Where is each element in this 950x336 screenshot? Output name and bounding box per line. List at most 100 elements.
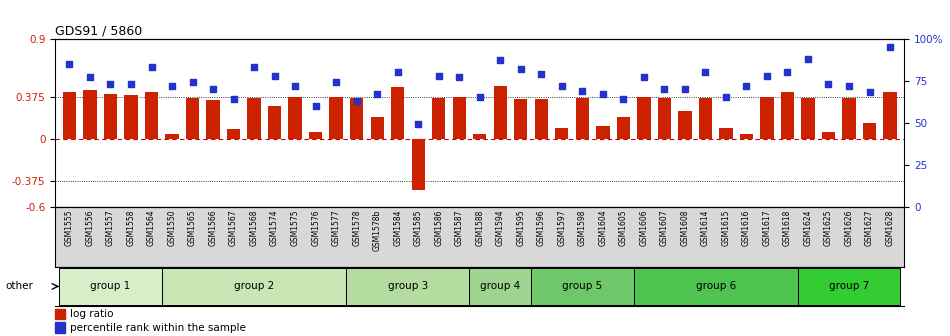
- Text: GSM1565: GSM1565: [188, 210, 197, 246]
- Point: [513, 66, 528, 72]
- Bar: [411, 139, 425, 190]
- Point: [842, 83, 857, 88]
- Bar: [597, 126, 610, 139]
- Bar: [699, 98, 712, 139]
- Point: [308, 103, 323, 109]
- Text: GSM1607: GSM1607: [660, 210, 669, 246]
- Text: percentile rank within the sample: percentile rank within the sample: [69, 323, 245, 333]
- Bar: [884, 92, 897, 139]
- Point: [370, 91, 385, 97]
- Bar: [469, 268, 531, 305]
- Bar: [55, 322, 66, 333]
- Bar: [801, 98, 815, 139]
- Point: [431, 73, 446, 78]
- Bar: [330, 97, 343, 139]
- Bar: [391, 87, 405, 139]
- Bar: [63, 92, 76, 139]
- Point: [83, 75, 98, 80]
- Point: [575, 88, 590, 93]
- Bar: [781, 92, 794, 139]
- Bar: [289, 97, 302, 139]
- Point: [390, 70, 406, 75]
- Text: GSM1574: GSM1574: [270, 210, 279, 246]
- Bar: [617, 117, 630, 139]
- Point: [185, 80, 200, 85]
- Bar: [309, 132, 322, 139]
- Text: GSM1594: GSM1594: [496, 210, 504, 246]
- Text: GSM1615: GSM1615: [721, 210, 731, 246]
- Bar: [206, 100, 219, 139]
- Bar: [843, 98, 856, 139]
- Bar: [576, 98, 589, 139]
- Point: [226, 96, 241, 102]
- Text: group 3: group 3: [388, 282, 428, 291]
- Text: other: other: [6, 282, 33, 291]
- Text: GSM1616: GSM1616: [742, 210, 750, 246]
- Text: GSM1578: GSM1578: [352, 210, 361, 246]
- Text: GSM1567: GSM1567: [229, 210, 238, 246]
- Bar: [370, 117, 384, 139]
- Bar: [473, 134, 486, 139]
- Text: GSM1575: GSM1575: [291, 210, 299, 246]
- Point: [883, 44, 898, 50]
- Bar: [347, 268, 469, 305]
- Text: GSM1558: GSM1558: [126, 210, 136, 246]
- Text: GSM1614: GSM1614: [701, 210, 710, 246]
- Bar: [165, 134, 179, 139]
- Text: GSM1585: GSM1585: [413, 210, 423, 246]
- Bar: [452, 97, 466, 139]
- Point: [103, 81, 118, 87]
- Text: GSM1568: GSM1568: [250, 210, 258, 246]
- Text: GSM1624: GSM1624: [804, 210, 812, 246]
- Point: [698, 70, 713, 75]
- Point: [205, 86, 220, 92]
- Text: group 7: group 7: [829, 282, 869, 291]
- Bar: [634, 268, 798, 305]
- Point: [472, 95, 487, 100]
- Text: GSM1588: GSM1588: [475, 210, 484, 246]
- Text: GSM1595: GSM1595: [516, 210, 525, 246]
- Bar: [863, 123, 876, 139]
- Point: [62, 61, 77, 67]
- Point: [636, 75, 652, 80]
- Bar: [227, 129, 240, 139]
- Bar: [104, 93, 117, 139]
- Point: [739, 83, 754, 88]
- Bar: [84, 90, 97, 139]
- Text: group 5: group 5: [562, 282, 602, 291]
- Bar: [531, 268, 634, 305]
- Text: group 1: group 1: [90, 282, 130, 291]
- Text: GSM1555: GSM1555: [65, 210, 74, 246]
- Point: [780, 70, 795, 75]
- Point: [862, 90, 877, 95]
- Point: [656, 86, 672, 92]
- Bar: [555, 128, 568, 139]
- Text: GSM1628: GSM1628: [885, 210, 895, 246]
- Bar: [657, 98, 671, 139]
- Text: GSM1587: GSM1587: [455, 210, 464, 246]
- Bar: [247, 98, 260, 139]
- Bar: [59, 268, 162, 305]
- Point: [759, 73, 774, 78]
- Text: GSM1626: GSM1626: [845, 210, 853, 246]
- Text: GSM1577: GSM1577: [332, 210, 341, 246]
- Bar: [760, 97, 773, 139]
- Bar: [637, 97, 651, 139]
- Text: GSM1608: GSM1608: [680, 210, 690, 246]
- Text: GSM1586: GSM1586: [434, 210, 444, 246]
- Bar: [740, 134, 753, 139]
- Text: GSM1596: GSM1596: [537, 210, 546, 246]
- Bar: [124, 95, 138, 139]
- Text: GSM1564: GSM1564: [147, 210, 156, 246]
- Point: [801, 56, 816, 61]
- Bar: [350, 98, 363, 139]
- Text: GSM1557: GSM1557: [106, 210, 115, 246]
- Bar: [144, 92, 159, 139]
- Bar: [432, 98, 446, 139]
- Text: GSM1556: GSM1556: [86, 210, 94, 246]
- Bar: [822, 132, 835, 139]
- Point: [451, 75, 466, 80]
- Text: GSM1627: GSM1627: [865, 210, 874, 246]
- Point: [616, 96, 631, 102]
- Text: GSM1617: GSM1617: [763, 210, 771, 246]
